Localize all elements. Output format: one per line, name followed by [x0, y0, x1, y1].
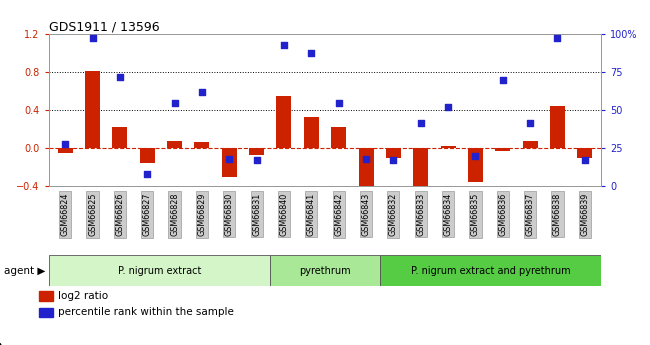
Bar	[167, 141, 182, 148]
Point	[279, 42, 289, 48]
Text: GDS1911 / 13596: GDS1911 / 13596	[49, 20, 159, 33]
Bar	[39, 308, 53, 317]
Point	[580, 158, 590, 163]
Bar	[276, 96, 291, 148]
Text: P. nigrum extract: P. nigrum extract	[118, 266, 201, 276]
Bar	[331, 127, 346, 148]
Bar	[441, 146, 456, 148]
Bar	[304, 117, 319, 148]
Point	[224, 156, 235, 162]
Bar	[222, 148, 237, 177]
Text: log2 ratio: log2 ratio	[58, 291, 109, 301]
Bar	[140, 148, 155, 162]
Point	[252, 158, 262, 163]
Point	[470, 153, 480, 159]
Bar	[58, 148, 73, 153]
Point	[388, 158, 398, 163]
Point	[415, 120, 426, 125]
Bar	[359, 148, 374, 190]
Bar	[249, 148, 264, 155]
Text: P. nigrum extract and pyrethrum: P. nigrum extract and pyrethrum	[411, 266, 571, 276]
Bar	[112, 127, 127, 148]
Bar	[194, 142, 209, 148]
Bar	[577, 148, 592, 158]
Point	[443, 105, 453, 110]
Bar	[49, 255, 270, 286]
Point	[197, 89, 207, 95]
Bar	[270, 255, 380, 286]
Point	[498, 77, 508, 83]
Text: pyrethrum: pyrethrum	[299, 266, 351, 276]
Point	[333, 100, 344, 106]
Point	[170, 100, 180, 106]
Bar	[550, 106, 565, 148]
Bar	[495, 148, 510, 151]
Point	[114, 74, 125, 80]
Text: percentile rank within the sample: percentile rank within the sample	[58, 307, 235, 317]
Point	[306, 50, 317, 56]
Text: agent ▶: agent ▶	[4, 266, 46, 276]
Point	[60, 141, 70, 147]
Bar	[380, 255, 601, 286]
Bar	[523, 141, 538, 148]
Bar	[413, 148, 428, 190]
Point	[552, 35, 563, 40]
Bar	[85, 70, 100, 148]
Point	[87, 35, 98, 40]
Bar	[468, 148, 483, 181]
Point	[525, 120, 536, 125]
Point	[361, 156, 371, 162]
Bar	[39, 291, 53, 301]
Bar	[386, 148, 401, 158]
Point	[142, 171, 152, 177]
